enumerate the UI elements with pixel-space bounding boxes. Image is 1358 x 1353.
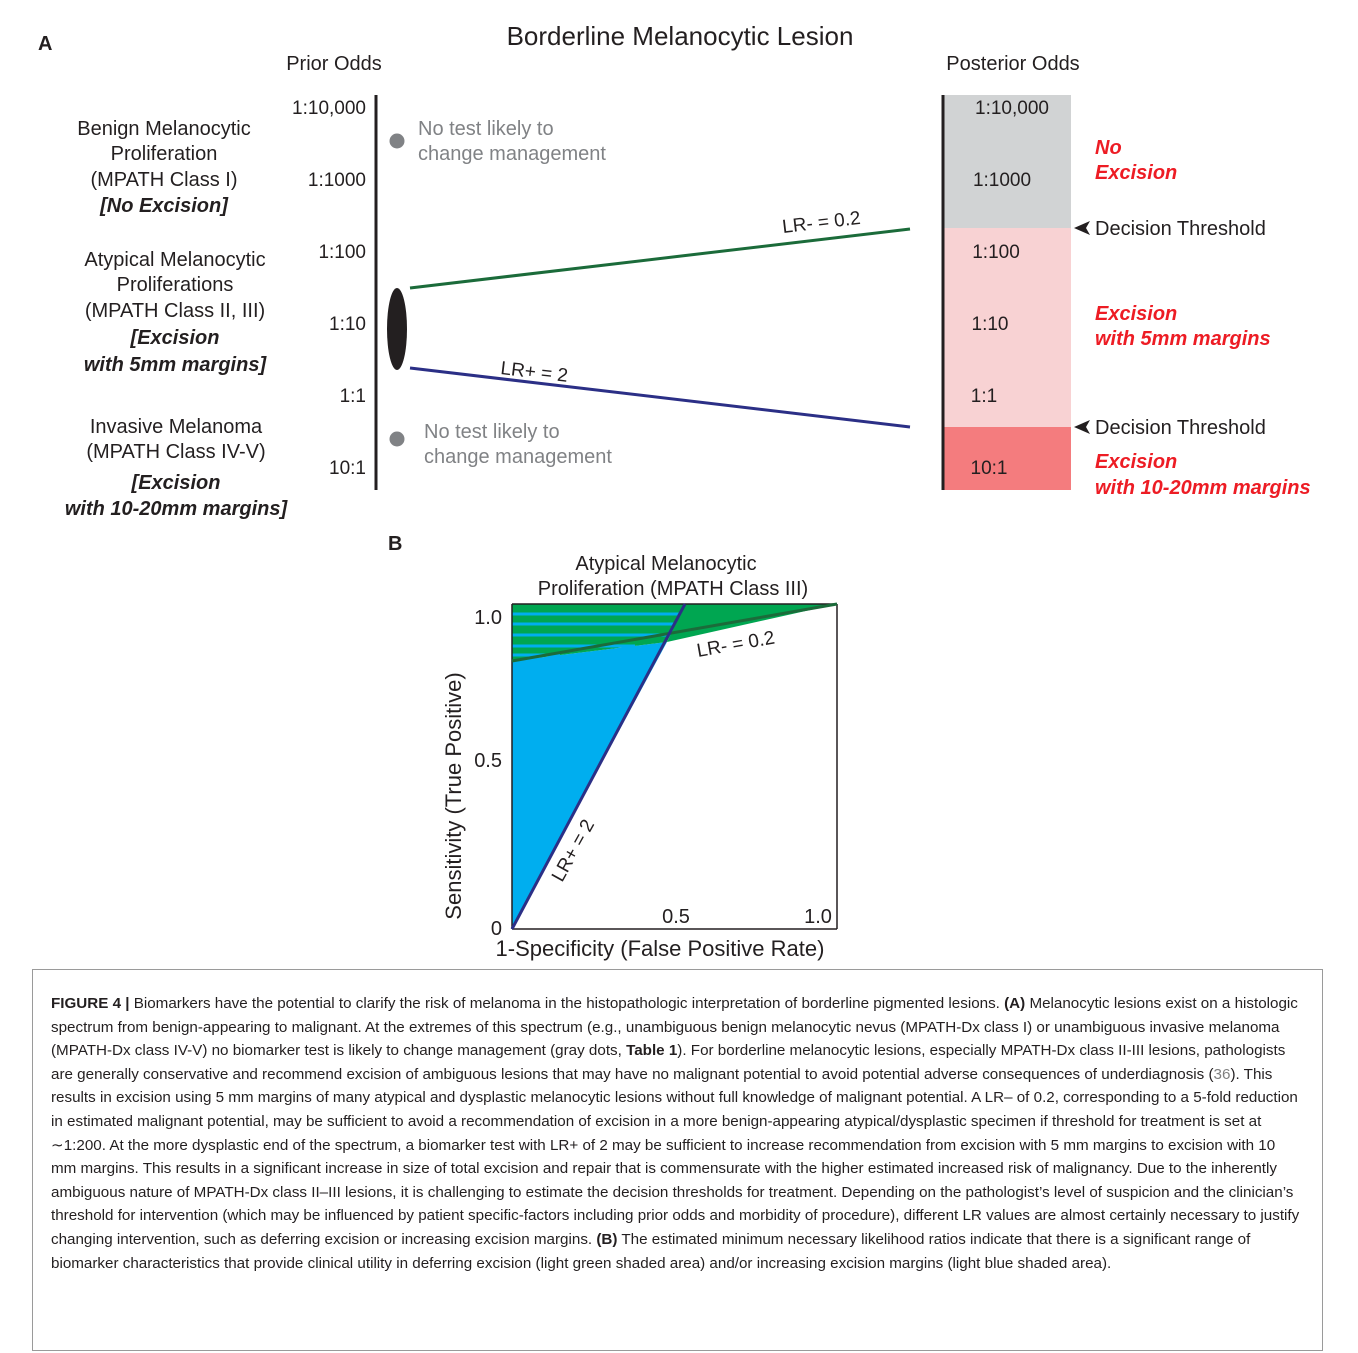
caption-body: Biomarkers have the potential to clarify… — [51, 995, 1299, 1272]
panel-b-title-line-1: Atypical Melanocytic — [575, 553, 756, 575]
lr-plus-line — [409, 366, 911, 429]
figure-caption: FIGURE 4 | Biomarkers have the potential… — [32, 969, 1323, 1351]
caption-bold: (B) — [596, 1230, 618, 1248]
posterior-tick-label: 1:1000 — [973, 170, 1031, 191]
zone-excision-10mm — [943, 427, 1071, 490]
panel-a-title: Borderline Melanocytic Lesion — [507, 21, 854, 51]
gray-dot-bottom — [389, 431, 405, 447]
lr-minus-line — [409, 227, 911, 290]
category-atypical-line-1: Atypical Melanocytic — [84, 249, 265, 271]
caption-text: The estimated minimum necessary likeliho… — [51, 1230, 1251, 1272]
posterior-tick-label: 1:100 — [972, 242, 1020, 263]
decision-threshold-bottom: Decision Threshold — [1095, 417, 1266, 439]
no-test-bottom-line-2: change management — [424, 446, 612, 468]
figure-4-graphic: A Borderline Melanocytic Lesion Prior Od… — [38, 21, 1311, 961]
posterior-odds-header: Posterior Odds — [946, 53, 1079, 75]
panel-a-label: A — [38, 33, 52, 55]
prior-odds-ticks: 1:10,000 1:1000 1:100 1:10 1:1 10:1 — [292, 98, 366, 479]
caption-text: Biomarkers have the potential to clarify… — [129, 995, 1005, 1012]
lr-minus-label: LR- = 0.2 — [781, 208, 862, 238]
panel-a: A Borderline Melanocytic Lesion Prior Od… — [38, 21, 1311, 520]
decision-threshold-arrow-bottom — [1074, 420, 1090, 434]
no-test-bottom-line-1: No test likely to — [424, 421, 560, 443]
category-benign-line-1: Benign Melanocytic — [77, 118, 250, 140]
caption-bold: Table 1 — [626, 1042, 678, 1060]
zone-no-excision-line-1: No — [1095, 137, 1122, 159]
decision-threshold-top: Decision Threshold — [1095, 218, 1266, 240]
lr-plus-label: LR+ = 2 — [499, 358, 569, 387]
caption-text: ). For borderline melanocytic lesions, e… — [51, 1042, 1286, 1083]
zone-no-excision-line-2: Excision — [1095, 162, 1177, 184]
zone-10mm-line-2: with 10-20mm margins — [1095, 477, 1311, 499]
posterior-tick-label: 10:1 — [971, 458, 1008, 479]
roc-lr-minus-line — [511, 602, 838, 663]
prior-tick-label: 1:1000 — [308, 170, 366, 191]
caption-label: FIGURE 4 | — [51, 995, 130, 1012]
caption-text: Melanocytic lesions exist on a histologi… — [51, 995, 1298, 1060]
x-tick-label: 1.0 — [804, 906, 832, 928]
category-atypical-line-2: Proliferations — [117, 274, 234, 296]
category-invasive-line-2: (MPATH Class IV-V) — [86, 441, 265, 463]
y-tick-label: 0 — [491, 918, 502, 940]
caption-reference[interactable]: 36 — [1213, 1065, 1231, 1083]
prior-odds-header: Prior Odds — [286, 53, 382, 75]
y-tick-label: 1.0 — [474, 607, 502, 629]
zone-5mm-line-1: Excision — [1095, 303, 1177, 325]
panel-b-title-line-2: Proliferation (MPATH Class III) — [538, 578, 808, 600]
posterior-tick-label: 1:10 — [972, 314, 1009, 335]
panel-b-label: B — [388, 533, 402, 555]
category-atypical-line-3: (MPATH Class II, III) — [85, 300, 265, 322]
category-labels: Benign Melanocytic Proliferation (MPATH … — [65, 118, 289, 520]
atypical-prior-marker — [387, 288, 407, 370]
caption-bold: (A) — [1004, 995, 1026, 1012]
prior-tick-label: 10:1 — [329, 458, 366, 479]
caption-text: ). This results in excision using 5 mm m… — [51, 1065, 1300, 1248]
category-atypical-action-2: with 5mm margins] — [84, 354, 268, 376]
category-benign-line-3: (MPATH Class I) — [90, 169, 237, 191]
zone-excision-5mm — [943, 228, 1071, 427]
y-tick-label: 0.5 — [474, 750, 502, 772]
no-test-top-line-1: No test likely to — [418, 118, 554, 140]
posterior-tick-label: 1:1 — [971, 386, 997, 407]
category-invasive-line-1: Invasive Melanoma — [90, 416, 263, 438]
roc-lr-plus-line — [510, 603, 687, 930]
category-benign-action: [No Excision] — [99, 195, 229, 217]
zone-labels: No Excision Excision with 5mm margins Ex… — [1095, 137, 1311, 499]
no-test-top-line-2: change management — [418, 143, 606, 165]
category-benign-line-2: Proliferation — [111, 143, 218, 165]
category-atypical-action-1: [Excision — [130, 327, 220, 349]
y-axis-label: Sensitivity (True Positive) — [441, 672, 466, 919]
posterior-tick-label: 1:10,000 — [975, 98, 1049, 119]
posterior-odds-ticks: 1:10,000 1:1000 1:100 1:10 1:1 10:1 — [971, 98, 1049, 479]
zone-5mm-line-2: with 5mm margins — [1095, 328, 1271, 350]
prior-tick-label: 1:1 — [340, 386, 366, 407]
blue-hatch-lines — [512, 612, 681, 657]
category-invasive-action-2: with 10-20mm margins] — [65, 498, 289, 520]
decision-threshold-arrow-top — [1074, 221, 1090, 235]
zone-10mm-line-1: Excision — [1095, 451, 1177, 473]
x-tick-label: 0.5 — [662, 906, 690, 928]
prior-tick-label: 1:10,000 — [292, 98, 366, 119]
panel-b: B Atypical Melanocytic Proliferation (MP… — [388, 533, 838, 961]
zone-no-excision — [943, 95, 1071, 228]
gray-dot-top — [389, 133, 405, 149]
x-axis-label: 1-Specificity (False Positive Rate) — [496, 936, 825, 961]
prior-tick-label: 1:10 — [329, 314, 366, 335]
green-triangle-top-right — [667, 604, 837, 642]
prior-tick-label: 1:100 — [318, 242, 366, 263]
category-invasive-action-1: [Excision — [131, 472, 221, 494]
